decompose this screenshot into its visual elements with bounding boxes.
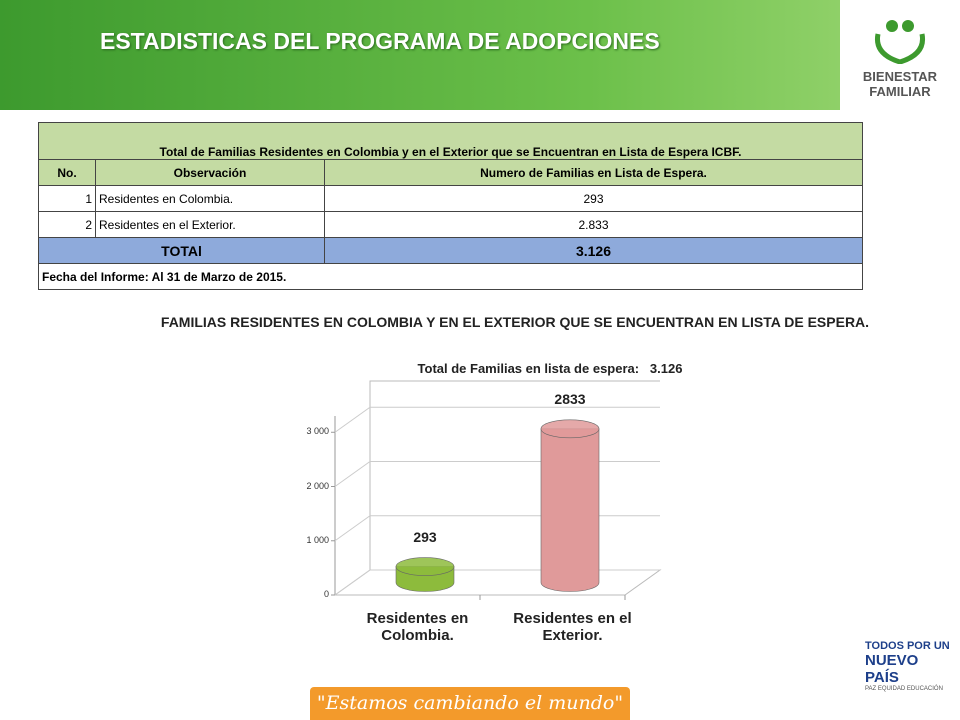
logo-text: TODOS POR UN xyxy=(865,640,950,652)
y-tick-label: 3 000 xyxy=(306,426,329,437)
chart-title: FAMILIAS RESIDENTES EN COLOMBIA Y EN EL … xyxy=(160,314,870,330)
y-tick-label: 0 xyxy=(323,589,329,599)
cell: Residentes en el Exterior. xyxy=(95,211,325,238)
column-header: No. xyxy=(38,159,96,186)
grid-line xyxy=(334,515,660,542)
value-label: 2833 xyxy=(554,390,586,407)
slide-title: ESTADISTICAS DEL PROGRAMA DE ADOPCIONES xyxy=(100,28,660,54)
floor xyxy=(333,569,662,596)
cell: 2 xyxy=(38,211,96,238)
slogan: "Estamos cambiando el mundo" xyxy=(310,687,630,720)
logo-text: PAZ EQUIDAD EDUCACIÓN xyxy=(865,686,943,692)
y-tick-label: 1 000 xyxy=(306,534,329,545)
total-value: 3.126 xyxy=(324,237,863,264)
column-header: Numero de Familias en Lista de Espera. xyxy=(324,159,863,186)
total-label: TOTAl xyxy=(38,237,325,264)
chart-subtitle: Total de Familias en lista de espera: 3.… xyxy=(417,361,683,376)
logo-text: FAMILIAR xyxy=(869,84,931,99)
value-label: 293 xyxy=(413,528,437,545)
logo: BIENESTAR FAMILIAR xyxy=(840,0,960,110)
bar xyxy=(540,419,600,592)
logo-text: BIENESTAR xyxy=(862,69,938,84)
logo-text: NUEVO PAÍS xyxy=(865,652,919,686)
header-band xyxy=(0,0,840,110)
back-wall xyxy=(369,380,660,570)
logo-icon xyxy=(874,20,926,65)
country-logo: TODOS POR UN NUEVO PAÍS PAZ EQUIDAD EDUC… xyxy=(835,640,955,692)
grid-line xyxy=(334,569,660,596)
cell: Residentes en Colombia. xyxy=(95,185,325,212)
bar xyxy=(395,557,455,592)
x-tick-label: Residentes en Colombia. xyxy=(366,610,469,644)
column-header: Observación xyxy=(95,159,325,186)
table-note: Fecha del Informe: Al 31 de Marzo de 201… xyxy=(38,263,863,290)
table: Total de Familias Residentes en Colombia… xyxy=(38,122,863,290)
y-tick-label: 2 000 xyxy=(306,480,329,491)
x-tick-label: Residentes en el Exterior. xyxy=(513,610,632,644)
grid-line xyxy=(334,406,660,433)
grid-line xyxy=(334,461,660,487)
